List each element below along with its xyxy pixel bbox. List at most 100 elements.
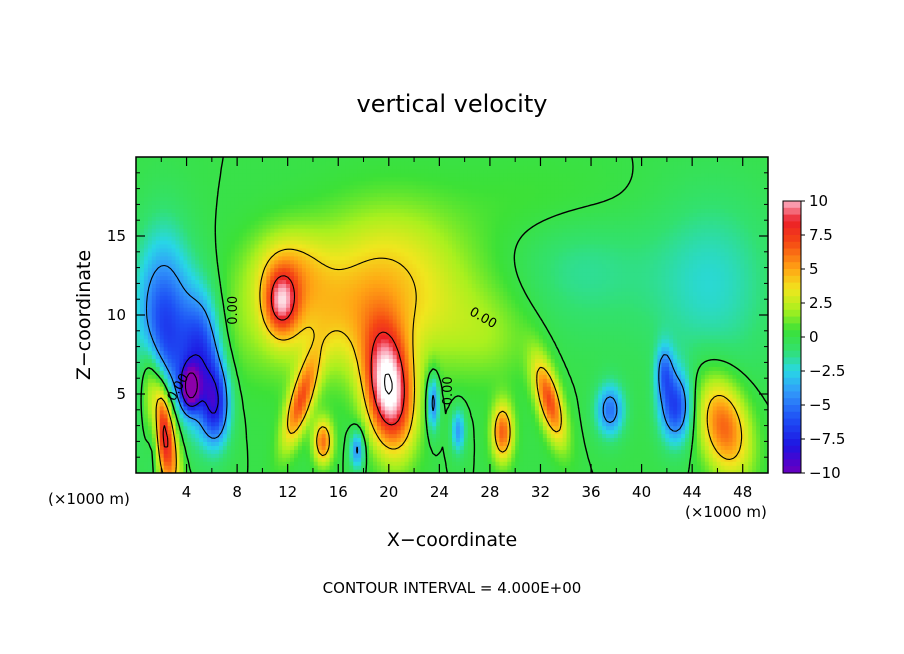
heatmap-cell — [424, 350, 429, 356]
heatmap-cell — [357, 366, 362, 371]
heatmap-cell — [764, 457, 768, 462]
heatmap-cell — [479, 362, 485, 367]
heatmap-cell — [519, 453, 524, 458]
heatmap-cell — [333, 441, 339, 446]
heatmap-cell — [645, 441, 651, 446]
heatmap-cell — [598, 433, 603, 439]
heatmap-cell — [629, 413, 635, 419]
heatmap-cell — [542, 417, 548, 423]
heatmap-cell — [617, 390, 623, 395]
heatmap-cell — [760, 441, 765, 446]
heatmap-cell — [329, 429, 335, 435]
heatmap-cell — [744, 390, 749, 395]
heatmap-cell — [301, 370, 307, 375]
heatmap-cell — [416, 405, 421, 411]
heatmap-cell — [226, 358, 232, 363]
heatmap-cell — [534, 390, 540, 395]
heatmap-cell — [736, 425, 741, 431]
heatmap-cell — [211, 386, 216, 391]
heatmap-cell — [732, 453, 737, 458]
heatmap-cell — [487, 409, 493, 415]
heatmap-cell — [305, 433, 311, 439]
heatmap-cell — [673, 433, 678, 439]
heatmap-cell — [752, 437, 757, 442]
heatmap-cell — [681, 413, 686, 419]
heatmap-cell — [333, 405, 339, 411]
heatmap-cell — [669, 378, 674, 383]
heatmap-cell — [720, 378, 726, 383]
heatmap-cell — [483, 358, 489, 363]
heatmap-cell — [582, 386, 587, 391]
heatmap-cell — [744, 445, 749, 450]
heatmap-cell — [270, 469, 275, 473]
heatmap-cell — [191, 362, 196, 367]
heatmap-cell — [408, 370, 414, 375]
heatmap-cell — [159, 457, 165, 462]
heatmap-cell — [325, 397, 331, 403]
heatmap-cell — [345, 378, 350, 383]
heatmap-cell — [455, 421, 461, 427]
heatmap-cell — [207, 425, 212, 431]
heatmap-cell — [203, 449, 208, 454]
heatmap-cell — [400, 453, 406, 458]
heatmap-cell — [566, 465, 572, 470]
heatmap-cell — [633, 386, 639, 391]
heatmap-cell — [748, 397, 753, 403]
heatmap-cell — [760, 354, 765, 360]
heatmap-cell — [566, 354, 572, 360]
heatmap-cell — [657, 421, 662, 427]
heatmap-cell — [629, 457, 635, 462]
heatmap-cell — [147, 461, 153, 466]
heatmap-cell — [270, 413, 275, 419]
heatmap-cell — [455, 374, 461, 379]
heatmap-cell — [515, 441, 520, 446]
heatmap-cell — [266, 425, 271, 431]
heatmap-cell — [744, 433, 749, 439]
heatmap-cell — [503, 433, 508, 439]
heatmap-cell — [574, 437, 579, 442]
heatmap-cell — [215, 429, 220, 435]
heatmap-cell — [696, 397, 702, 403]
heatmap-cell — [538, 386, 544, 391]
heatmap-cell — [420, 461, 425, 466]
heatmap-cell — [546, 397, 552, 403]
heatmap-cell — [226, 382, 232, 387]
heatmap-cell — [428, 417, 433, 423]
heatmap-cell — [661, 453, 666, 458]
heatmap-cell — [384, 445, 390, 450]
heatmap-cell — [242, 386, 248, 391]
heatmap-cell — [744, 350, 749, 356]
heatmap-cell — [649, 394, 655, 399]
heatmap-cell — [448, 386, 453, 391]
heatmap-cell — [270, 366, 275, 371]
heatmap-cell — [645, 386, 651, 391]
heatmap-cell — [345, 457, 350, 462]
heatmap-cell — [452, 390, 457, 395]
heatmap-cell — [341, 378, 346, 383]
heatmap-cell — [602, 417, 607, 423]
heatmap-cell — [211, 401, 216, 407]
heatmap-cell — [396, 362, 402, 367]
heatmap-cell — [361, 366, 366, 371]
heatmap-cell — [376, 374, 382, 379]
heatmap-cell — [582, 461, 587, 466]
heatmap-cell — [764, 366, 768, 371]
heatmap-cell — [436, 425, 441, 431]
heatmap-cell — [621, 354, 627, 360]
heatmap-cell — [467, 350, 473, 356]
heatmap-cell — [309, 437, 315, 442]
heatmap-cell — [388, 358, 394, 363]
heatmap-cell — [483, 370, 489, 375]
heatmap-cell — [345, 437, 350, 442]
heatmap-cell — [416, 366, 421, 371]
heatmap-cell — [278, 382, 283, 387]
heatmap-cell — [301, 382, 307, 387]
heatmap-cell — [349, 378, 354, 383]
heatmap-cell — [234, 378, 240, 383]
heatmap-cell — [590, 354, 595, 360]
heatmap-cell — [361, 350, 366, 356]
heatmap-cell — [657, 417, 662, 423]
heatmap-cell — [384, 362, 390, 367]
heatmap-cell — [266, 354, 271, 360]
heatmap-cell — [455, 425, 461, 431]
